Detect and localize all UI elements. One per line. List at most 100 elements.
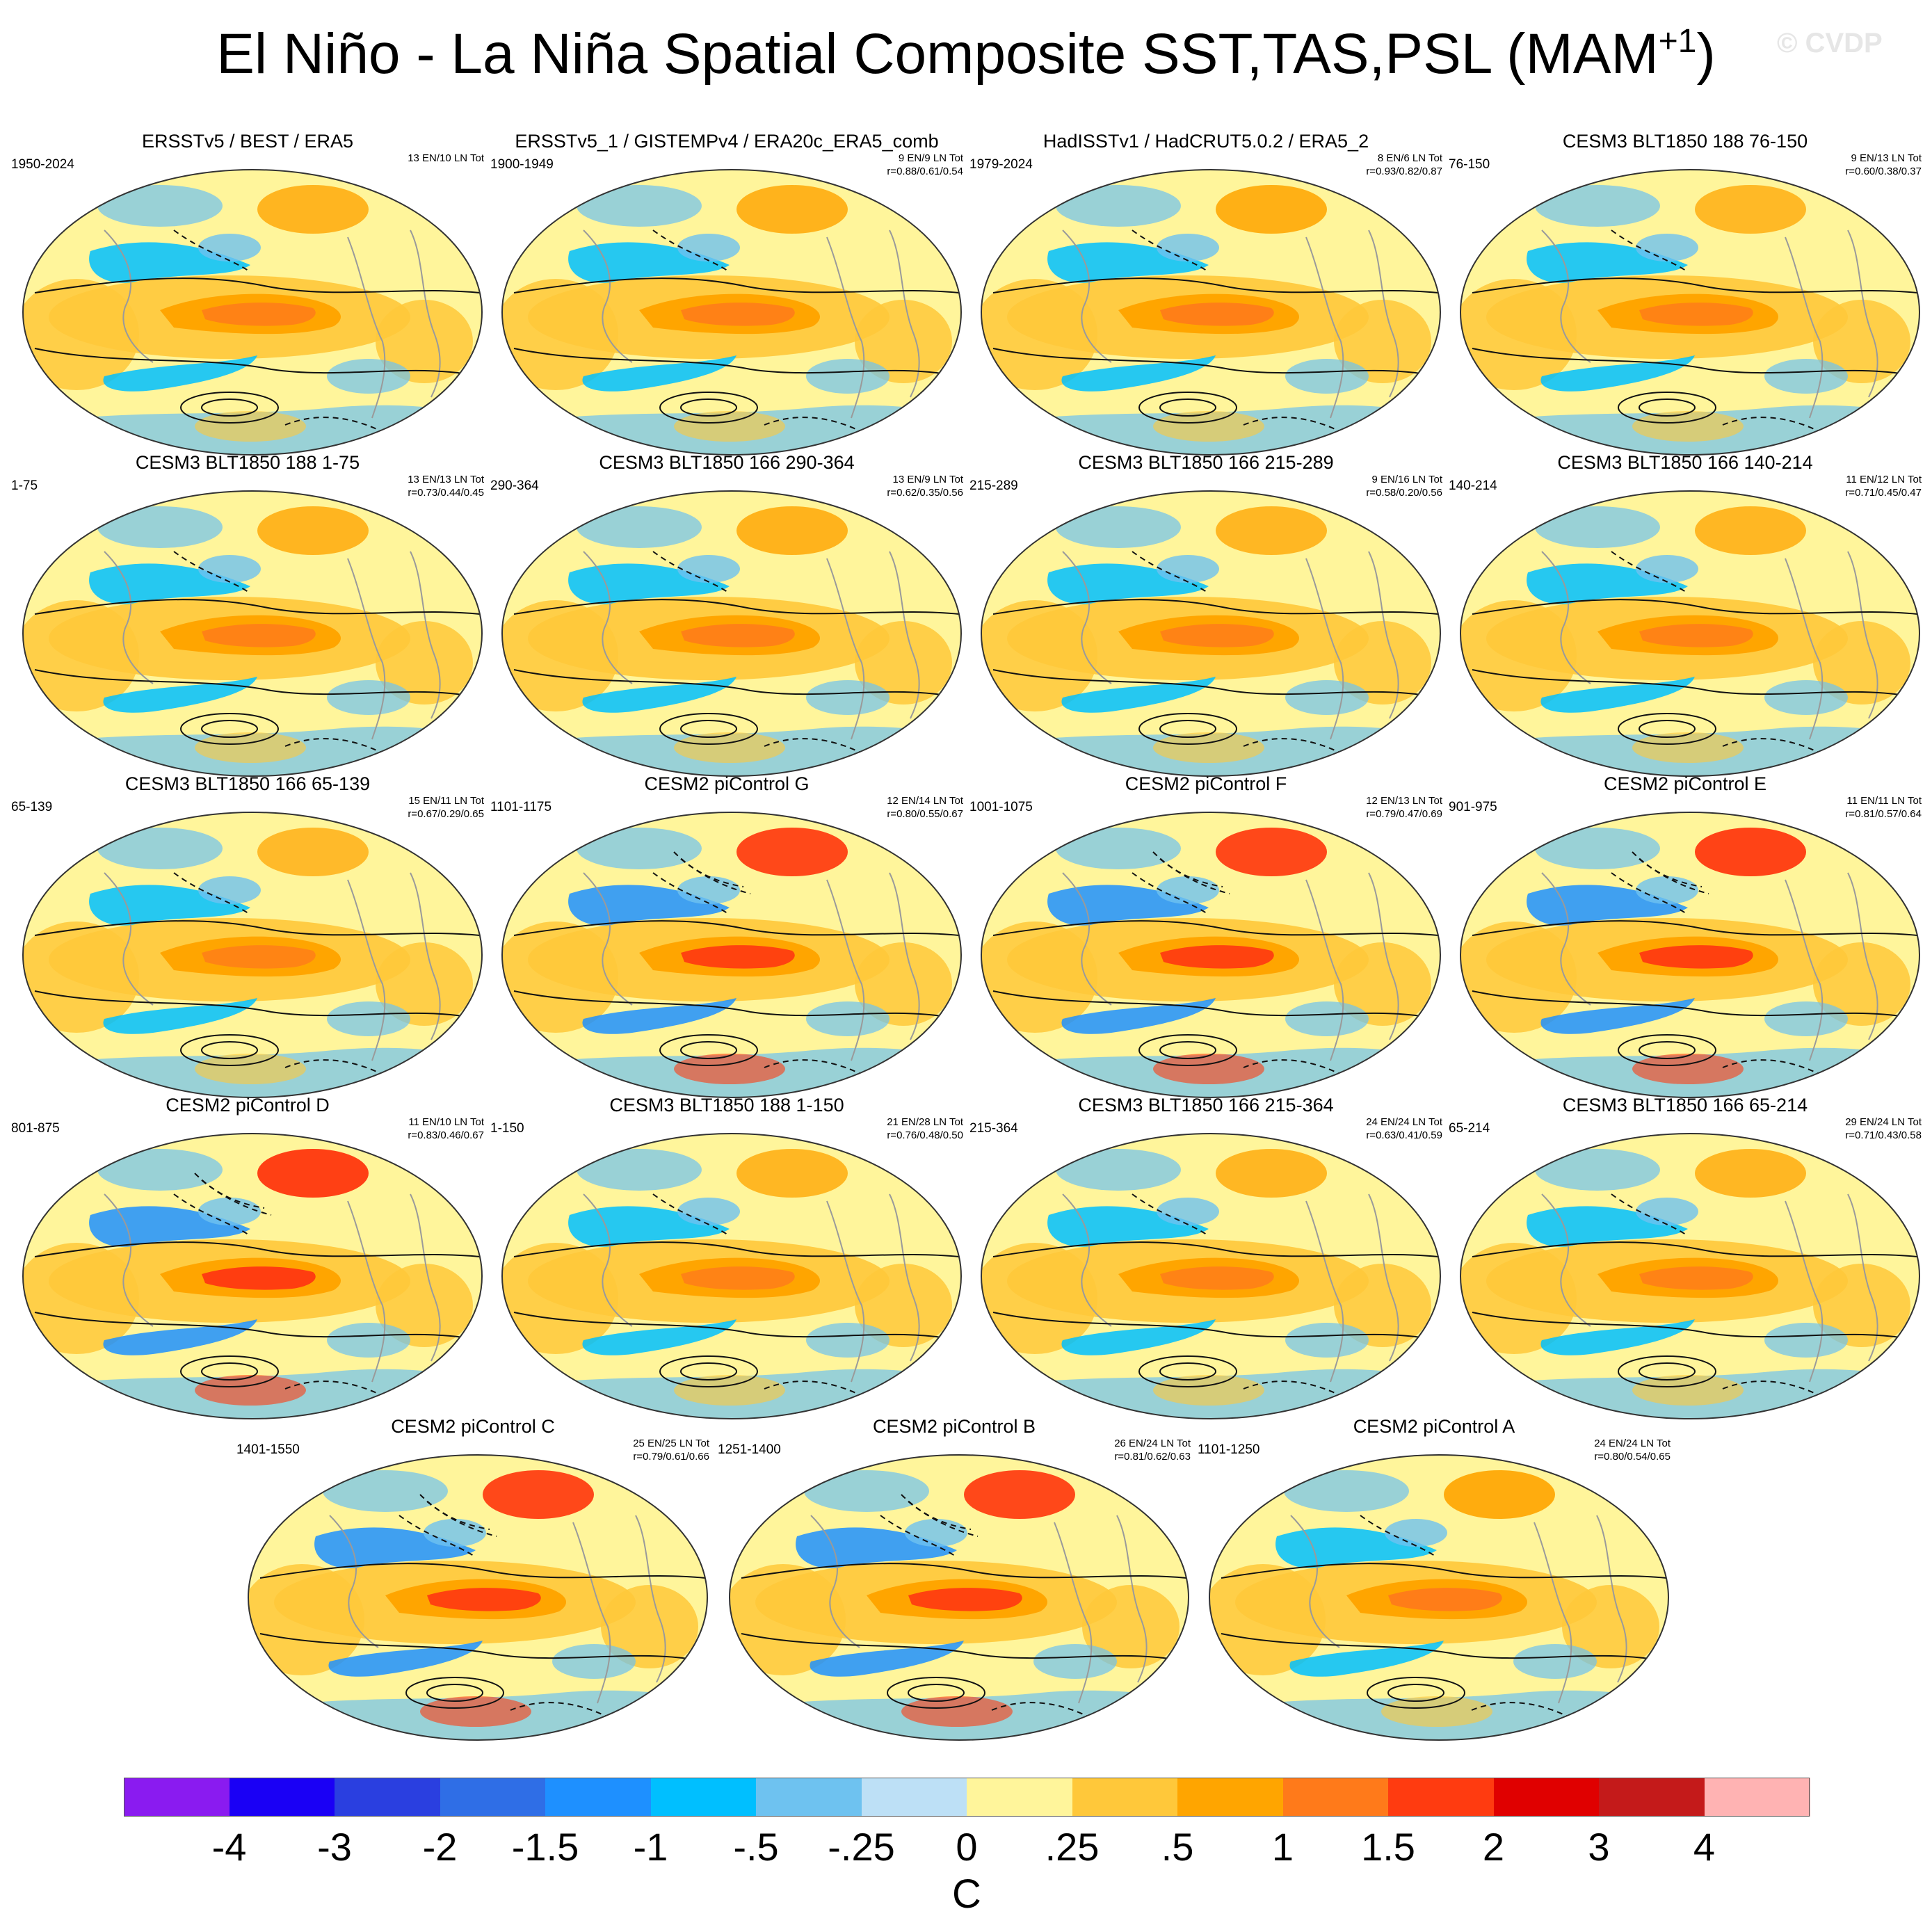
cool-arctic-patch <box>97 1149 223 1191</box>
enso-core <box>1160 303 1274 326</box>
composite-map <box>501 490 962 777</box>
high-latitude-anomaly <box>1216 185 1327 234</box>
psl-contour-negative <box>652 872 730 915</box>
cool-arctic-patch <box>1056 1149 1181 1191</box>
cool-south-pacific <box>103 998 257 1034</box>
map-panel: CESM2 piControl G 1101-1175 12 EN/14 LN To… <box>490 772 963 1099</box>
psl-contour-negative <box>1243 1059 1342 1075</box>
coastline-americas <box>572 1522 611 1704</box>
pattern-correlations: r=0.81/0.57/0.64 <box>1845 808 1922 820</box>
panel-years: 901-975 <box>1449 800 1497 814</box>
map-panel: CESM2 piControl C 1401-1550 25 EN/25 LN To… <box>236 1415 709 1741</box>
southern-warm-patch <box>1632 1054 1744 1084</box>
composite-map <box>22 490 483 777</box>
psl-contour <box>1618 1034 1716 1066</box>
pattern-correlations: r=0.63/0.41/0.59 <box>1366 1129 1442 1141</box>
cool-patch <box>1385 1519 1447 1547</box>
psl-contour-negative <box>652 551 730 594</box>
cool-south-pacific <box>1540 355 1695 392</box>
psl-contour <box>426 1684 483 1702</box>
psl-contour <box>513 599 960 615</box>
psl-contour-negative <box>1132 551 1209 594</box>
enso-core <box>681 303 795 326</box>
psl-contour <box>1138 713 1237 745</box>
psl-contour <box>1618 713 1716 745</box>
event-counts: 24 EN/24 LN Tot <box>1366 1116 1442 1128</box>
southern-warm-patch <box>674 1375 785 1406</box>
psl-contour <box>680 399 737 417</box>
pattern-correlations: r=0.73/0.44/0.45 <box>408 487 484 499</box>
warm-atlantic <box>1334 1264 1431 1347</box>
composite-map <box>981 490 1441 777</box>
panel-years: 1900-1949 <box>490 157 554 172</box>
psl-contour <box>992 920 1439 936</box>
figure-title: El Niño - La Niña Spatial Composite SST,… <box>0 19 1932 89</box>
colorbar-tick-label: -3 <box>317 1825 352 1869</box>
psl-contour <box>992 990 1439 1020</box>
colorbar-box <box>1493 1778 1600 1817</box>
cool-patch <box>327 1001 410 1036</box>
cool-patch <box>1636 234 1698 261</box>
map-panel: CESM3 BLT1850 166 65-214 65-214 29 EN/24 L… <box>1449 1093 1922 1420</box>
enso-core <box>1160 945 1274 969</box>
pattern-correlations: r=0.79/0.61/0.66 <box>633 1451 709 1463</box>
panel-years: 1001-1075 <box>969 800 1033 814</box>
psl-contour <box>180 1355 279 1387</box>
coastline-americas <box>1785 1200 1824 1383</box>
southern-warm-patch <box>1381 1696 1492 1727</box>
psl-contour <box>992 1312 1439 1341</box>
coastline-asia <box>1541 230 1591 363</box>
map-outline <box>981 812 1441 1098</box>
map-panel: CESM2 piControl D 801-875 11 EN/10 LN Tot r… <box>11 1093 484 1420</box>
coastline-asia <box>1062 551 1112 684</box>
southern-warm-patch <box>195 732 306 763</box>
coastline-americas <box>826 1200 865 1383</box>
map-outline <box>22 812 483 1098</box>
colorbar-box <box>756 1778 862 1817</box>
cool-patch <box>806 1001 889 1036</box>
psl-contour <box>513 669 960 698</box>
high-latitude-anomaly <box>1695 506 1806 555</box>
panel-years: 1950-2024 <box>11 157 74 172</box>
panel-years: 1-150 <box>490 1121 524 1136</box>
southern-warm-patch <box>420 1696 531 1727</box>
map-panel: CESM3 BLT1850 166 215-289 215-289 9 EN/16 … <box>969 451 1442 778</box>
panel-title: CESM2 piControl D <box>166 1095 330 1116</box>
panel-counts: 9 EN/16 LN Tot r=0.58/0.20/0.56 <box>1366 473 1442 499</box>
enso-core <box>202 303 316 326</box>
map-panel: CESM3 BLT1850 166 140-214 140-214 11 EN/12… <box>1449 451 1922 778</box>
high-latitude-anomaly <box>1216 506 1327 555</box>
event-counts: 13 EN/9 LN Tot <box>892 474 963 485</box>
pattern-correlations: r=0.62/0.35/0.56 <box>887 487 963 499</box>
cool-arctic-patch <box>577 506 702 548</box>
cool-patch <box>552 1644 636 1679</box>
event-counts: 29 EN/24 LN Tot <box>1845 1116 1922 1128</box>
colorbar-box <box>861 1778 967 1817</box>
psl-contour <box>513 1312 960 1341</box>
psl-contour <box>680 720 737 738</box>
enso-core <box>1639 303 1753 326</box>
map-panel: ERSSTv5_1 / GISTEMPv4 / ERA20c_ERA5_comb… <box>490 129 963 456</box>
psl-contour <box>1472 1312 1918 1341</box>
cool-patch <box>677 234 740 261</box>
warm-atlantic <box>1562 1585 1659 1668</box>
high-latitude-anomaly <box>1216 828 1327 876</box>
psl-contour-negative <box>1611 1193 1689 1237</box>
cool-patch <box>1033 1644 1117 1679</box>
cool-patch <box>327 1323 410 1358</box>
panel-counts: 11 EN/12 LN Tot r=0.71/0.45/0.47 <box>1845 473 1922 499</box>
colorbar <box>124 1778 1810 1817</box>
psl-contour-negative <box>764 1059 862 1075</box>
composite-map <box>1209 1454 1669 1741</box>
coastline-africa <box>635 1515 666 1683</box>
psl-contour <box>1138 1355 1237 1387</box>
cool-south-pacific <box>328 1641 483 1677</box>
psl-contour <box>992 1241 1439 1257</box>
high-latitude-anomaly <box>736 828 848 876</box>
psl-contour-negative <box>173 872 251 915</box>
pattern-correlations: r=0.83/0.46/0.67 <box>408 1129 484 1141</box>
psl-contour <box>992 277 1439 293</box>
coastline-africa <box>1368 230 1399 398</box>
southern-warm-patch <box>901 1696 1013 1727</box>
psl-contour <box>1618 1355 1716 1387</box>
